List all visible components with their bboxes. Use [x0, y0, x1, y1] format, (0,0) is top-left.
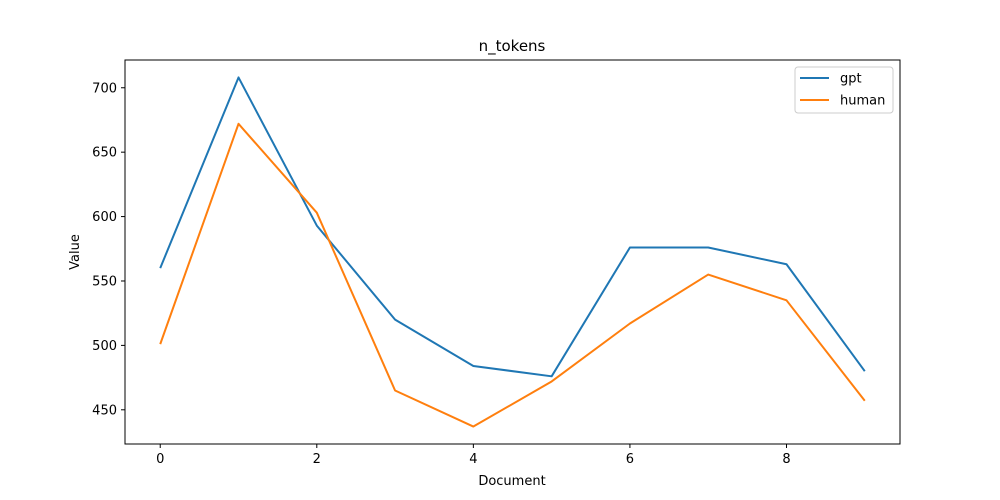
y-axis-ticks: 450 500 550 600 650 700 — [92, 81, 125, 418]
chart-title: n_tokens — [479, 37, 546, 56]
plot-frame — [124, 59, 901, 445]
x-tick-label: 2 — [313, 452, 321, 467]
x-tick-label: 6 — [626, 452, 634, 467]
y-tick-label: 650 — [92, 146, 117, 161]
legend-label-human: human — [840, 94, 885, 109]
x-axis-ticks: 0 2 4 6 8 — [156, 444, 791, 467]
y-tick-label: 550 — [92, 274, 117, 289]
y-tick-label: 500 — [92, 339, 117, 354]
x-tick-label: 4 — [469, 452, 477, 467]
x-tick-label: 8 — [782, 452, 790, 467]
x-tick-label: 0 — [156, 452, 164, 467]
series-lines — [159, 76, 866, 428]
legend-label-gpt: gpt — [840, 72, 862, 87]
series-line-gpt — [159, 76, 866, 378]
y-tick-label: 450 — [92, 403, 117, 418]
plot-area: 0 2 4 6 8 450 500 550 600 650 700 — [92, 59, 901, 467]
y-tick-label: 600 — [92, 210, 117, 225]
y-tick-label: 700 — [92, 81, 117, 96]
x-axis-title: Document — [478, 474, 545, 489]
series-line-human — [159, 122, 866, 428]
legend: gpt human — [794, 66, 894, 114]
y-axis-title: Value — [68, 234, 83, 270]
